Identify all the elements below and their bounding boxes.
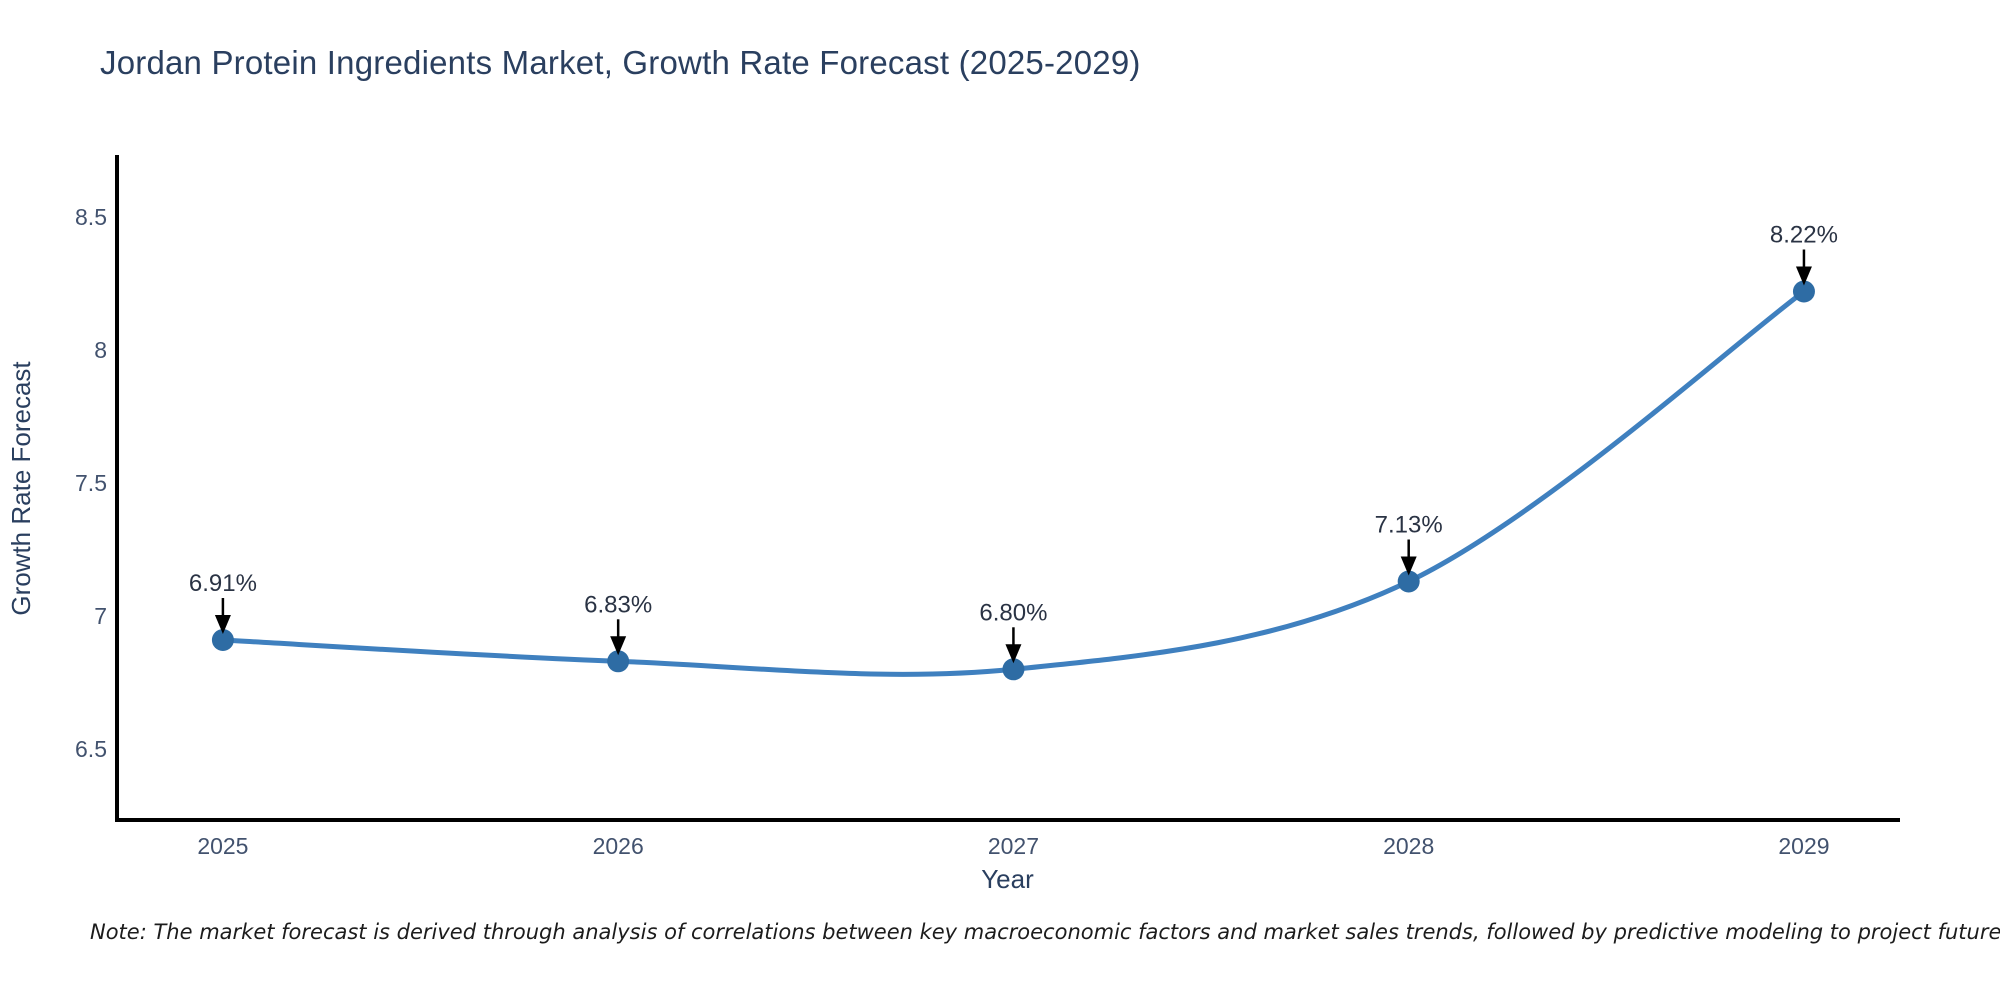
data-point-2026[interactable] <box>607 650 630 673</box>
x-tick-label: 2025 <box>197 833 248 859</box>
data-point-2027[interactable] <box>1002 658 1025 681</box>
y-tick-label: 7.5 <box>75 470 107 496</box>
x-tick-label: 2029 <box>1778 833 1829 859</box>
y-axis-title: Growth Rate Forecast <box>6 361 36 616</box>
annotation-arrow-head <box>610 636 627 656</box>
annotation-arrow-head <box>1400 556 1417 576</box>
x-tick-label: 2027 <box>988 833 1039 859</box>
point-label: 7.13% <box>1375 511 1443 538</box>
y-tick-label: 6.5 <box>75 736 107 762</box>
forecast-line <box>222 289 1806 677</box>
annotation-arrow-head <box>1795 266 1812 286</box>
point-label: 6.83% <box>584 591 652 618</box>
point-label: 6.80% <box>979 599 1047 626</box>
annotation-arrow-head <box>1005 644 1022 664</box>
axis-lines <box>115 155 1900 822</box>
point-label: 6.91% <box>189 570 257 597</box>
y-tick-label: 7 <box>94 603 107 629</box>
data-point-2028[interactable] <box>1397 570 1420 593</box>
y-tick-label: 8 <box>94 337 107 363</box>
chart-title: Jordan Protein Ingredients Market, Growt… <box>100 44 1141 81</box>
point-label: 8.22% <box>1770 221 1838 248</box>
data-point-2025[interactable] <box>211 629 234 652</box>
x-tick-label: 2028 <box>1383 833 1434 859</box>
annotation-arrow-head <box>214 615 231 635</box>
x-tick-label: 2026 <box>593 833 644 859</box>
chart-footnote: Note: The market forecast is derived thr… <box>90 920 2000 944</box>
data-point-2029[interactable] <box>1792 280 1815 303</box>
x-axis-title: Year <box>981 864 1034 894</box>
y-tick-label: 8.5 <box>75 204 107 230</box>
